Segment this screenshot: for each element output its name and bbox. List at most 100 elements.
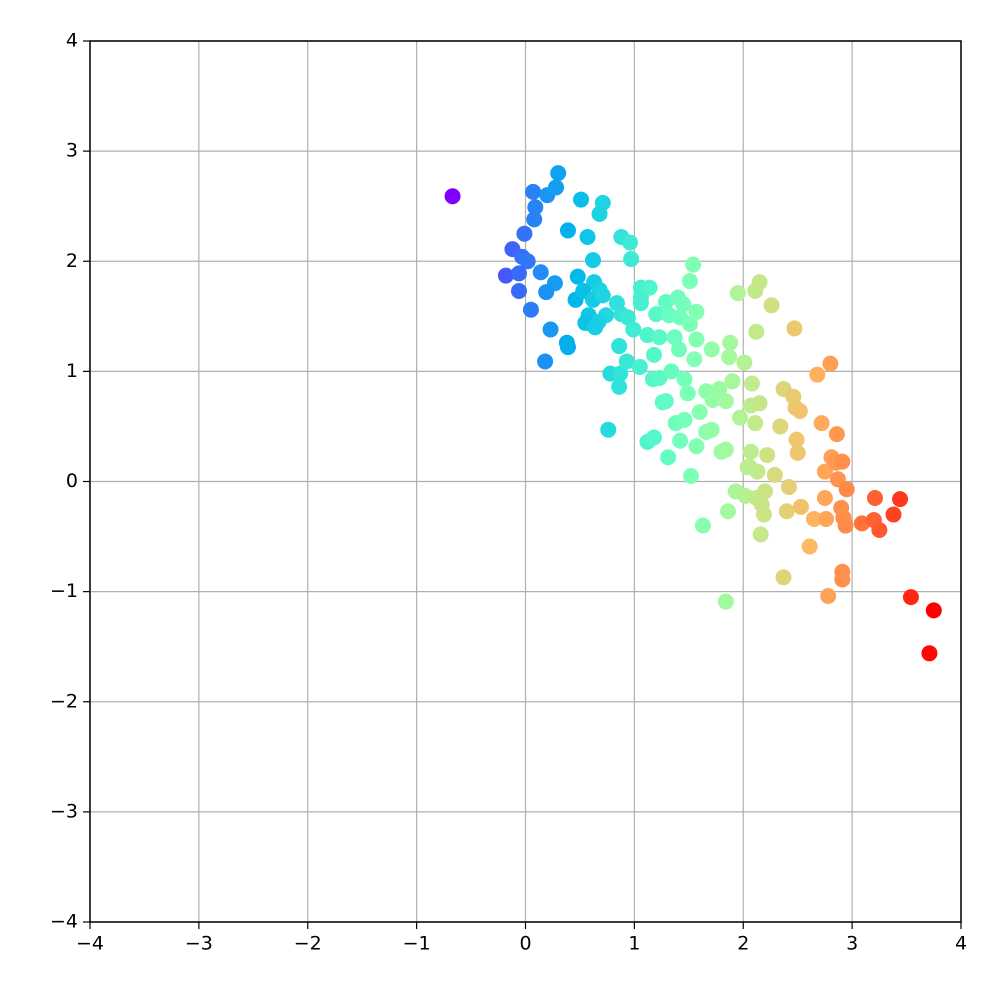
point: [666, 329, 683, 346]
point: [755, 506, 772, 523]
point: [694, 517, 711, 534]
point: [559, 222, 576, 239]
point: [921, 645, 938, 662]
x-tick-label: 0: [519, 933, 531, 955]
point: [703, 421, 720, 438]
point: [663, 363, 680, 380]
x-tick-label: −4: [76, 933, 104, 955]
point: [648, 306, 665, 323]
point: [788, 431, 805, 448]
point: [691, 404, 708, 421]
point: [660, 449, 677, 466]
point: [866, 490, 883, 507]
point: [645, 429, 662, 446]
y-tick-label: −4: [50, 911, 78, 933]
point: [600, 421, 617, 438]
point: [559, 339, 576, 356]
point: [619, 309, 636, 326]
point: [651, 329, 668, 346]
point: [671, 341, 688, 358]
x-tick-label: −3: [185, 933, 213, 955]
point: [686, 351, 703, 368]
point: [594, 287, 611, 304]
point: [806, 510, 823, 527]
point: [645, 346, 662, 363]
point: [688, 331, 705, 348]
point: [766, 466, 783, 483]
y-tick-label: −1: [50, 580, 78, 602]
point: [703, 341, 720, 358]
point: [516, 225, 533, 242]
point: [775, 569, 792, 586]
y-tick-label: 4: [66, 30, 78, 52]
point: [532, 264, 549, 281]
point: [792, 498, 809, 515]
x-tick-label: −2: [294, 933, 322, 955]
point: [747, 415, 764, 432]
point: [682, 467, 699, 484]
point: [657, 393, 674, 410]
axes-frame: [89, 40, 962, 923]
point: [685, 256, 702, 273]
point: [632, 295, 649, 312]
point: [721, 349, 738, 366]
point: [622, 234, 639, 251]
y-tick-label: 1: [66, 360, 78, 382]
x-tick-label: 4: [955, 933, 967, 955]
x-tick-label: 2: [737, 933, 749, 955]
point: [759, 447, 776, 464]
point: [871, 521, 888, 538]
point: [813, 415, 830, 432]
point: [579, 229, 596, 246]
y-tick-label: 0: [66, 470, 78, 492]
point: [717, 593, 734, 610]
point: [623, 251, 640, 268]
point: [809, 366, 826, 383]
point: [537, 353, 554, 370]
point: [631, 358, 648, 375]
point: [681, 316, 698, 333]
point: [717, 441, 734, 458]
point: [688, 303, 705, 320]
point: [722, 334, 739, 351]
point: [748, 323, 765, 340]
point: [711, 380, 728, 397]
x-tick-label: −1: [403, 933, 431, 955]
point: [763, 297, 780, 314]
point: [828, 426, 845, 443]
point: [772, 418, 789, 435]
point: [834, 453, 851, 470]
point: [510, 265, 527, 282]
point: [751, 395, 768, 412]
point: [612, 365, 629, 382]
point: [587, 319, 604, 336]
point: [542, 321, 559, 338]
point: [789, 444, 806, 461]
point: [525, 183, 542, 200]
point: [751, 274, 768, 291]
point: [611, 338, 628, 355]
point: [611, 378, 628, 395]
point: [742, 443, 759, 460]
point: [676, 411, 693, 428]
point: [838, 481, 855, 498]
point: [720, 503, 737, 520]
point: [510, 282, 527, 299]
y-tick-label: 2: [66, 250, 78, 272]
point: [724, 373, 741, 390]
point: [741, 459, 758, 476]
point: [519, 253, 536, 270]
point: [497, 267, 514, 284]
point: [925, 602, 942, 619]
point: [892, 491, 909, 508]
point: [672, 432, 689, 449]
point: [679, 385, 696, 402]
x-tick-label: 3: [846, 933, 858, 955]
point: [837, 517, 854, 534]
point: [736, 354, 753, 371]
point: [786, 320, 803, 337]
y-tick-label: −2: [50, 690, 78, 712]
point: [538, 284, 555, 301]
